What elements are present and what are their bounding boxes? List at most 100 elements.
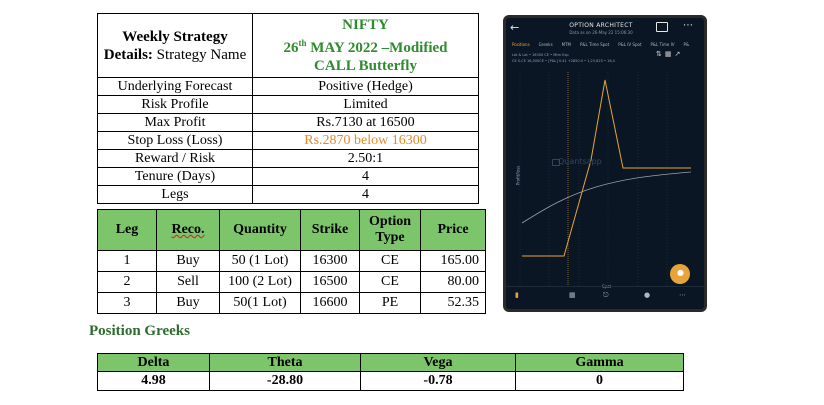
detail-row: Legs 4 (97, 185, 479, 204)
detail-value: Limited (252, 95, 479, 114)
cell-price: 165.00 (420, 250, 486, 272)
detail-value: Rs.7130 at 16500 (252, 113, 479, 132)
save-icon[interactable] (656, 22, 668, 32)
phone-tabs: Positions Greeks MTM P&L Time Spot P&L IV Sp… (512, 42, 704, 47)
col-strike: Strike (300, 209, 360, 251)
cell-option-type: CE (359, 250, 421, 272)
cell-strike: 16600 (300, 292, 360, 314)
tab-pl-time-iv[interactable]: P&L Time IV (650, 42, 675, 47)
payoff-chart (519, 72, 692, 286)
detail-label: Max Profit (97, 113, 253, 132)
col-price: Price (420, 209, 486, 251)
greeks-table: Delta Theta Vega Gamma 4.98 -28.80 -0.78… (97, 353, 684, 391)
strategy-label-bold: Weekly Strategy Details: (103, 28, 228, 63)
greeks-header-row: Delta Theta Vega Gamma (97, 353, 684, 372)
today-payoff-line (521, 171, 692, 224)
nav-home-icon[interactable]: ▮ (515, 291, 519, 299)
detail-label: Tenure (Days) (97, 167, 253, 186)
cell-reco: Buy (156, 250, 220, 272)
detail-row: Risk Profile Limited (97, 95, 479, 114)
col-reco: Reco. (156, 209, 220, 251)
col-leg: Leg (97, 209, 157, 251)
strategy-name-label: Weekly Strategy Details: Strategy Name (97, 13, 253, 78)
cell-quantity: 50(1 Lot) (219, 292, 301, 314)
greeks-value-row: 4.98 -28.80 -0.78 0 (97, 371, 684, 391)
phone-subtitle: Data as on 26-May 22 15:06:30 (569, 30, 633, 35)
nav-alert-icon[interactable]: ● (644, 291, 651, 299)
detail-label: Reward / Risk (97, 149, 253, 168)
col-option-type: Option Type (359, 209, 421, 251)
strategy-name-value: NIFTY 26th MAY 2022 –Modified CALL Butte… (252, 13, 479, 78)
stoploss-value: Rs.2870 below 16300 (252, 131, 479, 150)
expiry-payoff-line (522, 79, 691, 257)
col-vega: Vega (360, 353, 516, 372)
cell-strike: 16500 (300, 271, 360, 293)
strategy-label-rest: Strategy Name (152, 46, 247, 63)
chart-legend: Lot & Lot • 16300 CE • Mtm Exp (512, 53, 569, 57)
cell-leg: 3 (97, 292, 157, 314)
detail-label: Underlying Forecast (97, 77, 253, 96)
cell-option-type: PE (359, 292, 421, 314)
col-theta: Theta (209, 353, 361, 372)
detail-row: Tenure (Days) 4 (97, 167, 479, 186)
table-row: 2 Sell 100 (2 Lot) 16500 CE 80.00 (97, 271, 486, 293)
payoff-phone-screenshot: ← OPTION ARCHITECT Data as on 26-May 22 … (503, 15, 707, 312)
table-row: 1 Buy 50 (1 Lot) 16300 CE 165.00 (97, 250, 486, 272)
detail-row: Max Profit Rs.7130 at 16500 (97, 113, 479, 132)
detail-value: 4 (252, 167, 479, 186)
cell-quantity: 50 (1 Lot) (219, 250, 301, 272)
detail-row: Stop Loss (Loss) Rs.2870 below 16300 (97, 131, 479, 150)
expand-icon[interactable]: ↗ (674, 50, 684, 58)
strategy-title-row: Weekly Strategy Details: Strategy Name N… (97, 13, 479, 78)
phone-chart-tools: ⇅▦↗ (656, 50, 683, 58)
col-reco-label: Reco. (171, 222, 205, 237)
tab-greeks[interactable]: Greeks (538, 42, 553, 47)
col-delta: Delta (97, 353, 210, 372)
cell-reco: Buy (156, 292, 220, 314)
watermark: Quantsapp (558, 157, 602, 166)
tab-more[interactable]: P& (683, 42, 690, 47)
cell-reco: Sell (156, 271, 220, 293)
vega-value: -0.78 (360, 371, 516, 391)
detail-value: Positive (Hedge) (252, 77, 479, 96)
phone-header: ← OPTION ARCHITECT Data as on 26-May 22 … (506, 18, 704, 40)
tab-mtm[interactable]: MTM (561, 42, 572, 47)
legs-table: Leg Reco. Quantity Strike Option Type Pr… (97, 209, 486, 314)
cell-quantity: 100 (2 Lot) (219, 271, 301, 293)
detail-row: Reward / Risk 2.50:1 (97, 149, 479, 168)
mic-button[interactable]: ● (670, 264, 690, 284)
tab-pl-iv-spot[interactable]: P&L IV Spot (618, 42, 642, 47)
phone-title: OPTION ARCHITECT (569, 22, 633, 29)
sort-icon[interactable]: ⇅ (656, 50, 665, 58)
phone-bottom-nav: ▮ ▦ ⎋ ● ⋯ (506, 286, 704, 309)
strategy-expiry: 26th MAY 2022 –Modified (253, 34, 478, 57)
detail-label: Risk Profile (97, 95, 253, 114)
expiry-month-year: MAY 2022 –Modified (306, 40, 448, 56)
col-gamma: Gamma (515, 353, 684, 372)
detail-label: Legs (97, 185, 253, 204)
grid-icon[interactable]: ▦ (664, 50, 675, 58)
tab-positions[interactable]: Positions (512, 42, 530, 47)
chart-legend-values: CE S-CE 16,500CE • [P&L] 0.41 +2850.0 • … (512, 59, 615, 63)
detail-row: Underlying Forecast Positive (Hedge) (97, 77, 479, 96)
nav-scanner-icon[interactable]: ⎋ (603, 291, 609, 299)
delta-value: 4.98 (97, 371, 210, 391)
gamma-value: 0 (515, 371, 684, 391)
nav-calculator-icon[interactable]: ▦ (569, 291, 576, 299)
cell-leg: 1 (97, 250, 157, 272)
tab-pl-time-spot[interactable]: P&L Time Spot (580, 42, 610, 47)
cell-strike: 16300 (300, 250, 360, 272)
theta-value: -28.80 (209, 371, 361, 391)
strategy-index: NIFTY (342, 17, 389, 33)
cell-price: 80.00 (420, 271, 486, 293)
detail-value: 2.50:1 (252, 149, 479, 168)
table-row: 3 Buy 50(1 Lot) 16600 PE 52.35 (97, 292, 486, 314)
position-greeks-title: Position Greeks (89, 323, 190, 339)
y-axis-label: Profit/loss (515, 165, 521, 186)
detail-label: Stop Loss (Loss) (97, 131, 253, 150)
back-arrow-icon[interactable]: ← (510, 21, 520, 34)
more-icon[interactable]: ⋯ (683, 20, 693, 31)
chart-grid (519, 72, 668, 286)
cell-price: 52.35 (420, 292, 486, 314)
nav-more-icon[interactable]: ⋯ (679, 291, 686, 299)
